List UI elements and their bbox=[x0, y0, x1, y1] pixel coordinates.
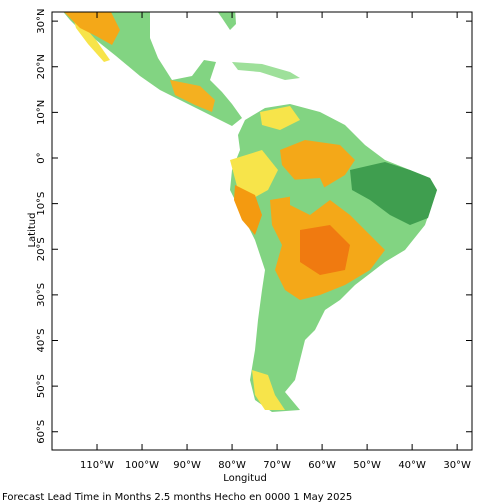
caribbean bbox=[232, 62, 300, 80]
amazon-warm bbox=[280, 140, 355, 190]
x-tick-label: 40°W bbox=[398, 460, 426, 471]
central-green bbox=[290, 178, 330, 215]
x-tick-label: 110°W bbox=[80, 460, 114, 471]
x-tick-label: 70°W bbox=[263, 460, 291, 471]
x-tick-label: 90°W bbox=[173, 460, 201, 471]
y-tick-label: 10°S bbox=[36, 192, 47, 216]
x-tick-label: 50°W bbox=[353, 460, 381, 471]
x-tick-label: 100°W bbox=[125, 460, 159, 471]
footer: Forecast Lead Time in Months 2.5 months … bbox=[2, 492, 352, 503]
florida bbox=[217, 12, 236, 30]
x-tick-label: 30°W bbox=[443, 460, 471, 471]
plot-frame bbox=[51, 11, 473, 451]
patagonia-yellow bbox=[252, 370, 285, 410]
x-tick-label: 80°W bbox=[218, 460, 246, 471]
y-tick-label: 60°S bbox=[36, 420, 47, 444]
y-tick-label: 40°S bbox=[36, 328, 47, 352]
y-tick-label: 30°N bbox=[36, 9, 47, 34]
land bbox=[63, 12, 437, 412]
mexico-warm-2 bbox=[170, 80, 215, 112]
north-coast-yellow bbox=[260, 106, 300, 130]
x-axis-label: Longitud bbox=[223, 473, 267, 484]
mexico-warm bbox=[64, 12, 120, 45]
andes-warm bbox=[234, 185, 262, 235]
x-tick-label: 60°W bbox=[308, 460, 336, 471]
northeast-brazil bbox=[350, 162, 437, 225]
y-tick-label: 0° bbox=[36, 152, 47, 163]
y-tick-label: 30°S bbox=[36, 283, 47, 307]
amazon-yellow bbox=[230, 150, 278, 200]
central-hot bbox=[300, 225, 350, 275]
y-tick-label: 10°N bbox=[36, 100, 47, 125]
y-axis-label: Latitud bbox=[27, 212, 38, 247]
y-tick-label: 20°N bbox=[36, 54, 47, 79]
y-tick-label: 50°S bbox=[36, 374, 47, 398]
y-tick-label: 20°S bbox=[36, 237, 47, 261]
